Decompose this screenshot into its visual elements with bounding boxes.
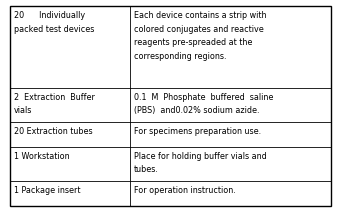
Text: 20 Extraction tubes: 20 Extraction tubes: [14, 127, 93, 136]
Text: 20      Individually
packed test devices: 20 Individually packed test devices: [14, 11, 94, 34]
Text: 1 Package insert: 1 Package insert: [14, 186, 80, 195]
Text: For operation instruction.: For operation instruction.: [134, 186, 236, 195]
Text: Each device contains a strip with
colored conjugates and reactive
reagents pre-s: Each device contains a strip with colore…: [134, 11, 267, 61]
Text: 0.1  M  Phosphate  buffered  saline
(PBS)  and0.02% sodium azide.: 0.1 M Phosphate buffered saline (PBS) an…: [134, 92, 274, 115]
Text: For specimens preparation use.: For specimens preparation use.: [134, 127, 262, 136]
Text: Place for holding buffer vials and
tubes.: Place for holding buffer vials and tubes…: [134, 152, 267, 174]
Text: 1 Workstation: 1 Workstation: [14, 152, 70, 160]
Text: 2  Extraction  Buffer
vials: 2 Extraction Buffer vials: [14, 92, 95, 115]
